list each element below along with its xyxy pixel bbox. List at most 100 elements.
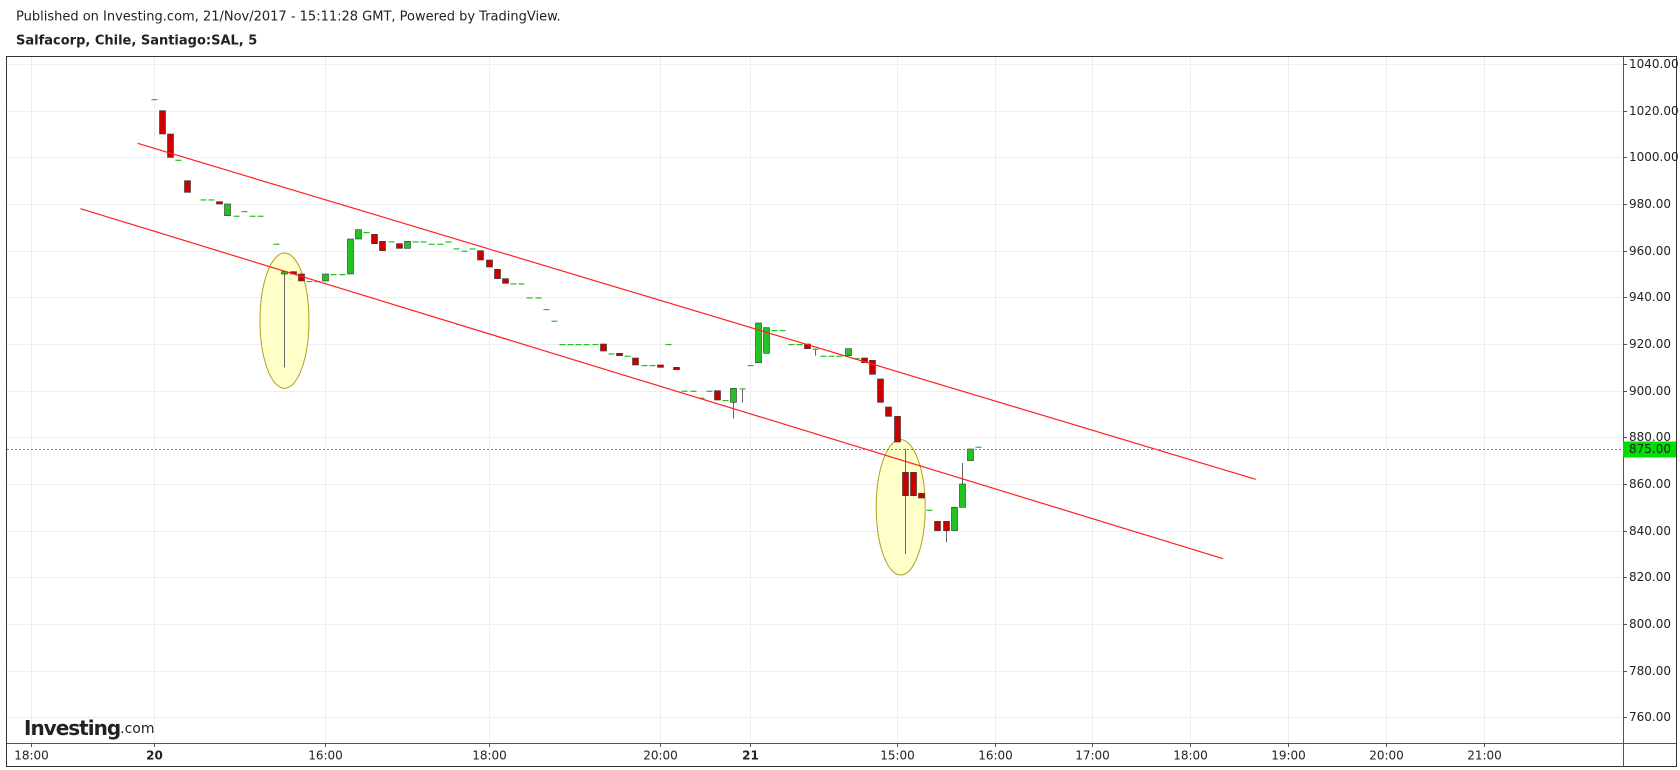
candle-body — [975, 446, 982, 448]
candle-body — [184, 180, 191, 193]
candle-body — [559, 344, 566, 346]
candle-body — [967, 448, 974, 461]
y-tick-label: 840.00 — [1629, 524, 1671, 538]
candle-body — [592, 344, 599, 346]
candle-body — [428, 243, 435, 245]
candle-body — [526, 297, 533, 299]
candle-body — [322, 273, 329, 282]
candle-body — [869, 360, 876, 375]
candle-body — [396, 243, 403, 249]
y-tick-label: 980.00 — [1629, 197, 1671, 211]
candle-body — [657, 364, 664, 368]
x-tick-label: 20 — [146, 749, 163, 763]
candle-body — [412, 241, 419, 243]
x-tick-label: 19:00 — [1271, 749, 1306, 763]
candle-body — [698, 397, 705, 399]
y-tick-label: 780.00 — [1629, 664, 1671, 678]
candle-body — [959, 483, 966, 508]
candle-body — [796, 344, 803, 346]
candle-body — [404, 241, 411, 249]
candle-body — [151, 99, 158, 101]
last-price-label: 875.00 — [1629, 442, 1671, 456]
candle-body — [159, 110, 166, 135]
y-tick-label: 1020.00 — [1629, 104, 1679, 118]
candle-body — [641, 365, 648, 367]
x-tick-label: 18:00 — [472, 749, 507, 763]
candle-body — [241, 211, 248, 213]
candle-body — [690, 390, 697, 392]
candle-body — [624, 355, 631, 357]
candle-body — [233, 215, 240, 217]
candle-body — [486, 259, 493, 268]
candle-body — [494, 269, 501, 279]
plot: 875.00 — [7, 99, 1676, 576]
candle-body — [763, 327, 770, 354]
grid: 760.00 780.00 800.00 820.00 840.00 860.00 880.… — [7, 57, 1679, 763]
candle-body — [918, 493, 925, 499]
candle-body — [224, 203, 231, 216]
published-note: Published on Investing.com, 21/Nov/2017 … — [16, 10, 561, 25]
candle-body — [877, 378, 884, 403]
candle-body — [836, 355, 843, 357]
candle-body — [608, 353, 615, 355]
candle-body — [788, 344, 795, 346]
x-tick-label: 15:00 — [880, 749, 915, 763]
candle-body — [510, 283, 517, 285]
candle-body — [330, 274, 337, 276]
candle-body — [755, 322, 762, 363]
candle-body — [175, 159, 182, 161]
candle-body — [437, 243, 444, 245]
x-tick-label: 18:00 — [1173, 749, 1208, 763]
candle-body — [706, 390, 713, 392]
x-tick-label: 16:00 — [978, 749, 1013, 763]
candle-body — [273, 243, 280, 245]
candle-body — [363, 232, 370, 234]
last-price-box — [1623, 441, 1676, 458]
candle-body — [649, 365, 656, 367]
candle-body — [477, 250, 484, 261]
candle-body — [469, 248, 476, 250]
candle-body — [681, 390, 688, 392]
x-tick-label: 20:00 — [643, 749, 678, 763]
candle-body — [575, 344, 582, 346]
candle-body — [943, 521, 950, 531]
candle-body — [926, 509, 933, 511]
candle-body — [771, 330, 778, 332]
x-tick-label: 16:00 — [308, 749, 343, 763]
candle-body — [567, 344, 574, 346]
candle-body — [535, 297, 542, 299]
x-tick-label: 18:00 — [14, 749, 49, 763]
y-tick-label: 820.00 — [1629, 570, 1671, 584]
candle-body — [257, 215, 264, 217]
y-tick-label: 860.00 — [1629, 477, 1671, 491]
candle-body — [200, 199, 207, 201]
candle-body — [518, 283, 525, 285]
logo-suffix: .com — [120, 721, 154, 737]
frame — [6, 56, 1677, 767]
candle-body — [543, 309, 550, 311]
y-tick-label: 1040.00 — [1629, 57, 1679, 71]
y-tick-label: 960.00 — [1629, 244, 1671, 258]
candle-body — [812, 348, 819, 350]
logo: Investing.com — [24, 716, 155, 740]
candle-body — [779, 330, 786, 332]
candle-body — [747, 365, 754, 367]
candle-body — [804, 343, 811, 349]
candle-body — [208, 199, 215, 201]
candle-body — [306, 281, 313, 283]
y-tick-label: 800.00 — [1629, 617, 1671, 631]
candle-body — [820, 355, 827, 357]
candle-body — [714, 390, 721, 401]
candle-body — [445, 241, 452, 243]
candle-body — [371, 234, 378, 244]
y-tick-label: 920.00 — [1629, 337, 1671, 351]
candle-body — [722, 400, 729, 402]
candle-body — [453, 248, 460, 250]
candle-body — [894, 416, 901, 443]
candle-body — [388, 241, 395, 243]
candle-body — [583, 344, 590, 346]
candle-body — [632, 357, 639, 366]
y-tick-label: 900.00 — [1629, 384, 1671, 398]
candle-body — [739, 388, 746, 390]
